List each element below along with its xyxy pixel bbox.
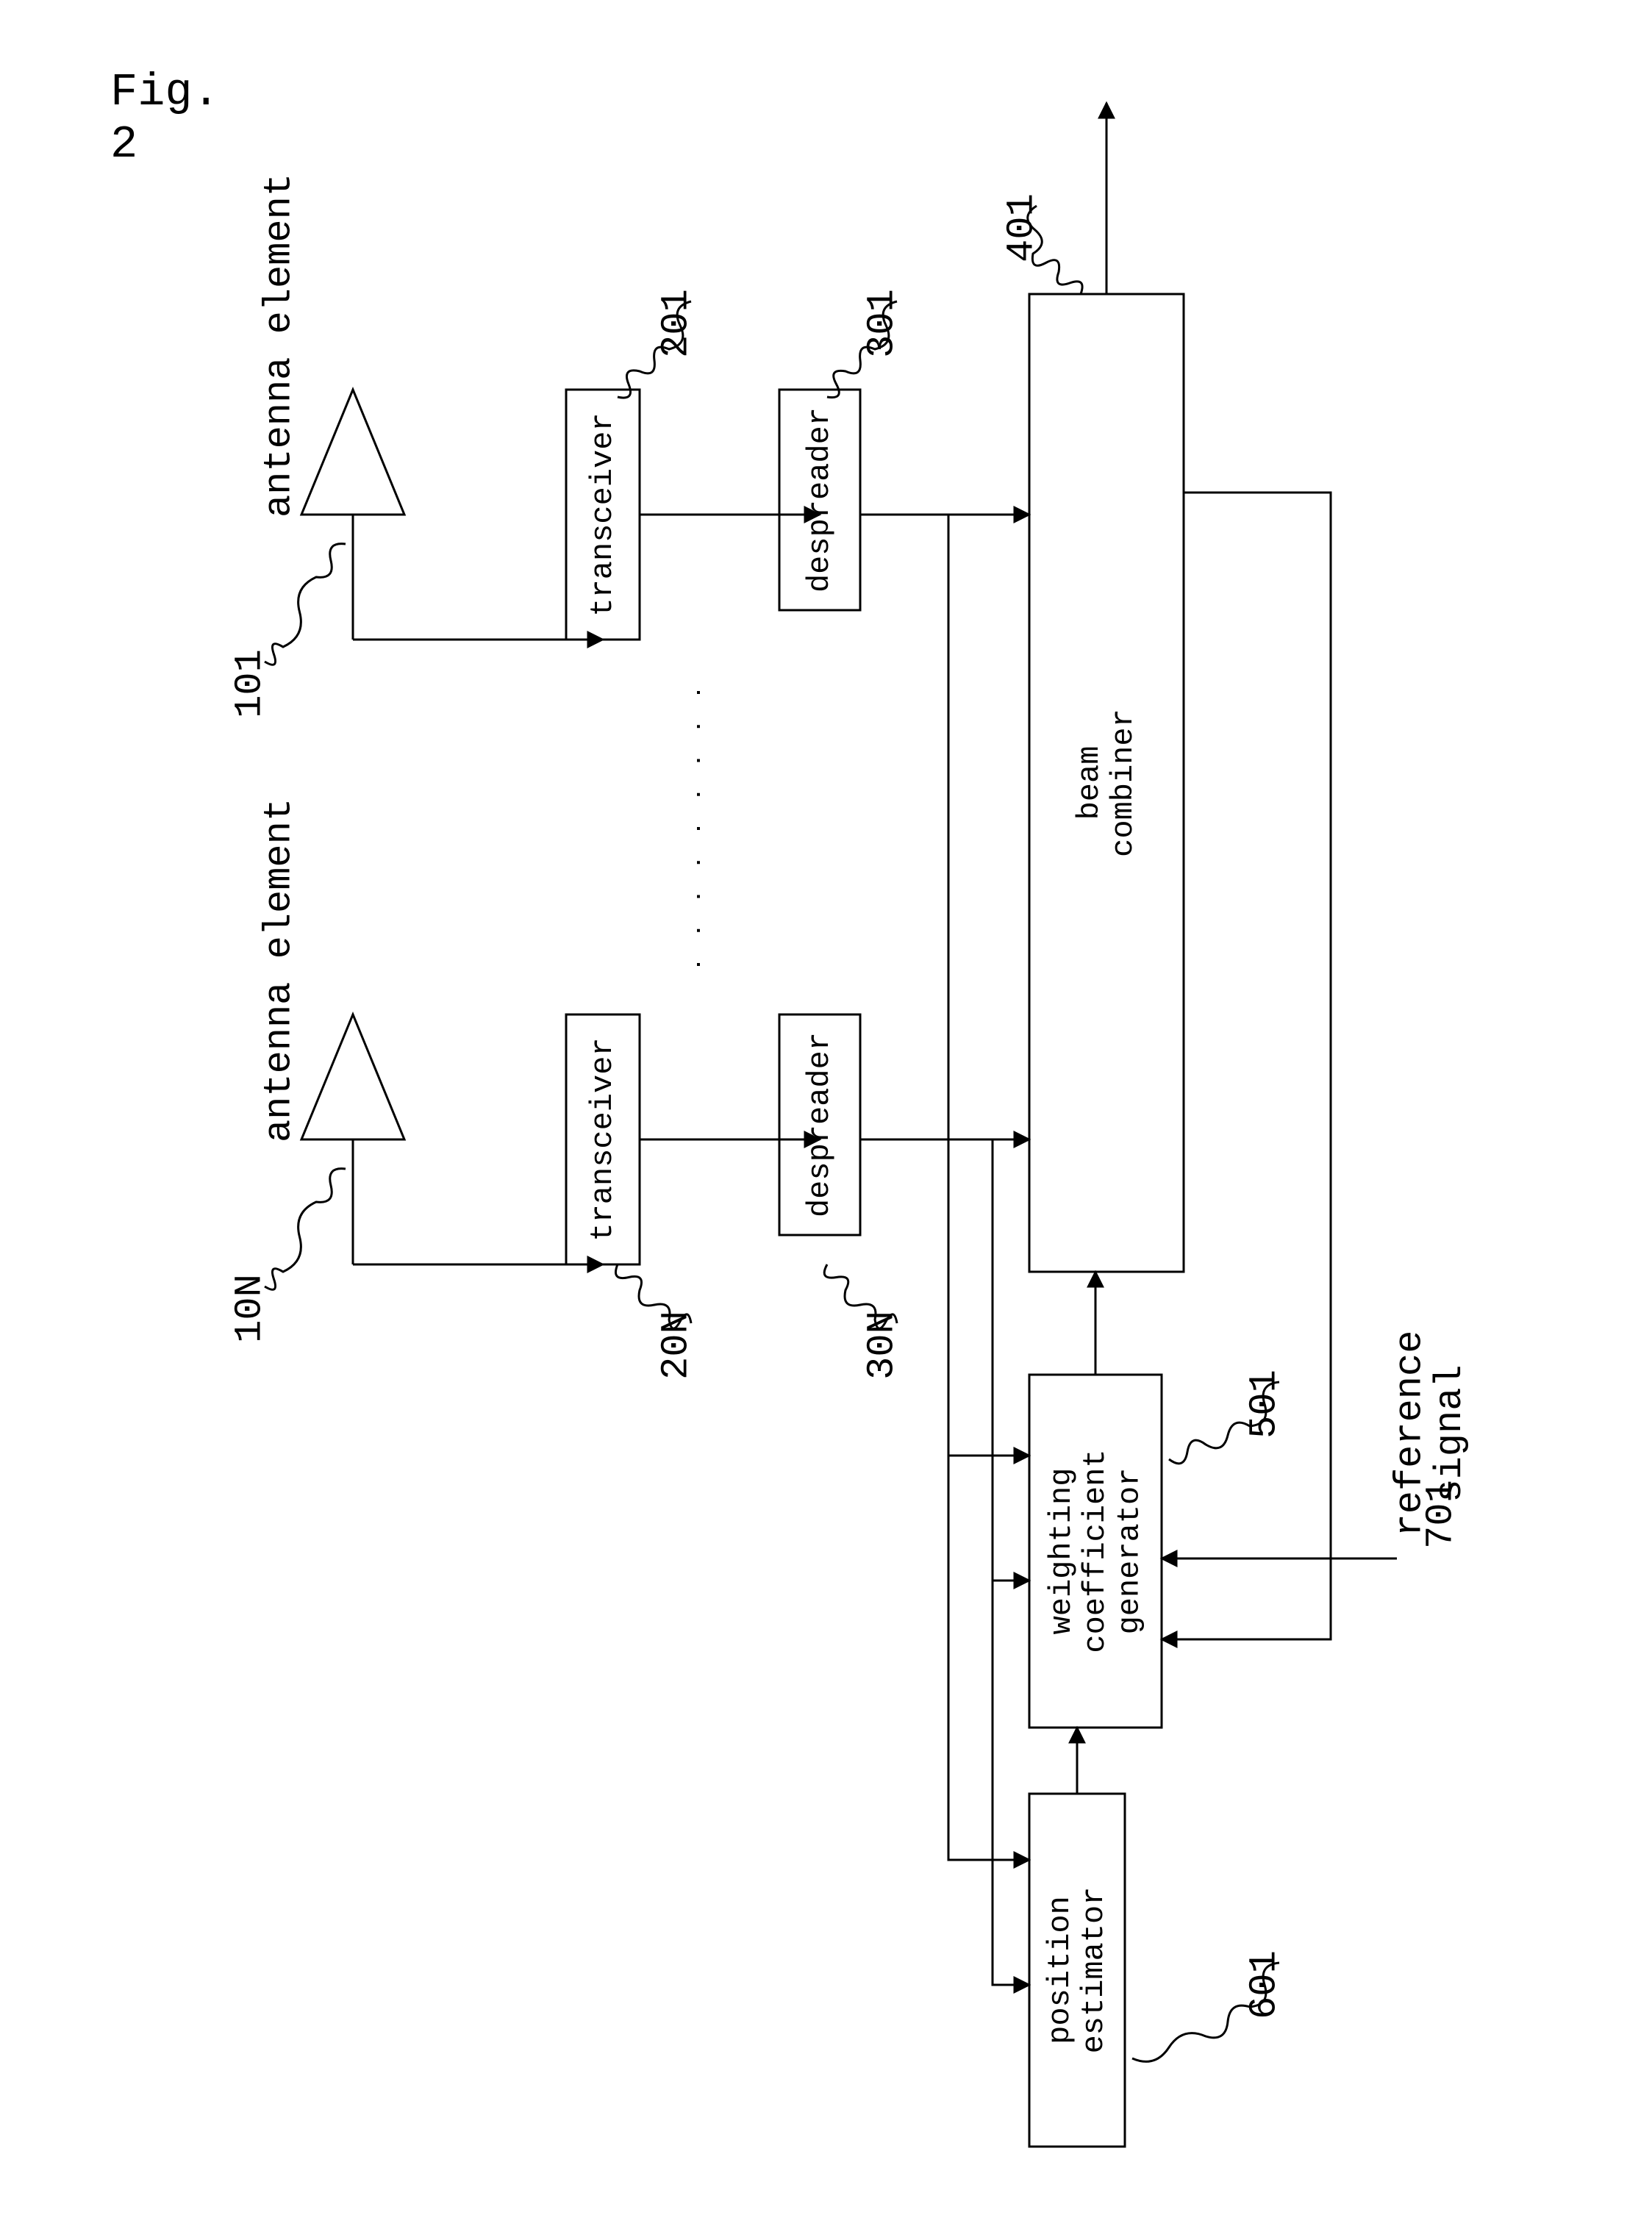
beam-label: combiner [1106, 709, 1141, 857]
weight-label: generator [1112, 1468, 1147, 1635]
transN-label: transceiver [585, 1037, 621, 1241]
c-20N-label: 20N [655, 1311, 698, 1380]
c-30N-label: 30N [861, 1311, 904, 1380]
despN-tap-to-weight [993, 1139, 1029, 1581]
pos-label: estimator [1076, 1887, 1112, 2054]
c-401-label: 401 [1001, 193, 1044, 262]
ant1-antenna-icon [301, 390, 404, 515]
block-diagram: transceiver transceiver despreader despread… [0, 0, 1652, 2237]
pos-label: position [1043, 1896, 1078, 2044]
c-601-label: 601 [1243, 1950, 1287, 2019]
c-ref-label: signal [1428, 1364, 1472, 1502]
c-201-label: 201 [655, 289, 698, 358]
beam-to-weight-fb [1162, 493, 1331, 1639]
c-10N-lead [265, 1169, 346, 1290]
c-301-label: 301 [861, 289, 904, 358]
c-101-lead [265, 544, 346, 665]
c-10N-label: 10N [229, 1274, 272, 1343]
beam-label: beam [1072, 746, 1107, 820]
despN-label: despreader [802, 1032, 837, 1217]
c-101-label: 101 [229, 649, 272, 718]
c-antN-label: antenna element [258, 798, 301, 1142]
antN-antenna-icon [301, 1014, 404, 1139]
trans1-label: transceiver [585, 412, 621, 616]
desp1-label: despreader [802, 407, 837, 593]
c-ant1-label: antenna element [258, 173, 301, 518]
c-501-label: 501 [1243, 1370, 1287, 1439]
desp1-tap-to-pos [948, 1456, 1029, 1860]
despN-tap-to-pos [993, 1581, 1029, 1985]
weight-label: coefficient [1078, 1449, 1113, 1653]
weight-label: weighting [1044, 1468, 1079, 1635]
c-ref-label: reference [1388, 1331, 1431, 1537]
figure-caption: Fig. 2 [110, 66, 220, 171]
desp1-tap-to-weight [948, 515, 1029, 1456]
